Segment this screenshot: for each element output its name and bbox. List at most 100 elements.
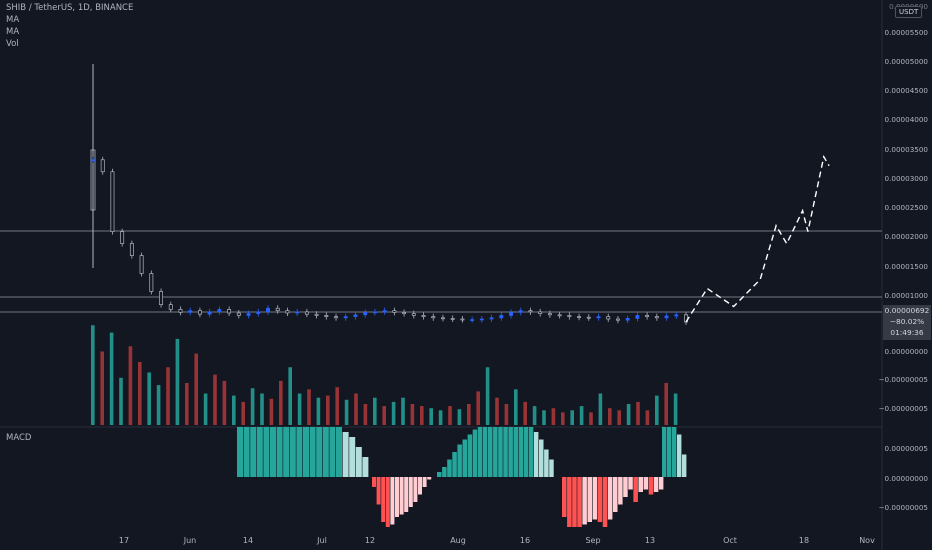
candle-body <box>460 318 465 321</box>
projection-path[interactable] <box>685 154 830 323</box>
candle-body <box>479 318 484 321</box>
volume-bar <box>570 410 574 425</box>
candle-body <box>402 312 407 314</box>
volume-bar <box>410 404 415 425</box>
last-price-label: 0.00000692 −80.02% 01:49:36 <box>883 305 931 340</box>
x-tick: Aug <box>450 536 466 545</box>
macd-bar <box>672 427 677 477</box>
volume-bar <box>269 398 274 425</box>
volume-bar <box>213 374 217 425</box>
indicator-macd[interactable]: MACD <box>6 433 32 443</box>
volume-bar <box>485 367 490 425</box>
volume-bar <box>279 380 283 425</box>
candle-body <box>295 311 300 314</box>
volume-bar <box>664 383 668 425</box>
macd-bar <box>437 472 442 477</box>
volume-bar <box>551 408 556 425</box>
volume-bar <box>109 332 114 425</box>
volume-bar <box>326 395 330 425</box>
horizontal-lines[interactable] <box>0 230 882 313</box>
macd-bar <box>587 477 592 522</box>
volume-bar <box>391 401 396 425</box>
macd-bar <box>237 427 243 477</box>
y-tick-vol: 0.00000000 <box>884 347 928 356</box>
macd-bar <box>488 427 493 477</box>
volume-bar <box>673 393 678 425</box>
candle-body <box>664 315 669 319</box>
candle-body <box>674 314 679 317</box>
candle-body <box>197 310 202 315</box>
y-tick: 0.00001500 <box>884 262 928 271</box>
candle-body <box>120 231 125 244</box>
price-axis[interactable]: 0.0000600 0.00005500 0.00005000 0.000045… <box>879 0 932 550</box>
macd-bar <box>628 477 633 490</box>
candle-body <box>324 315 329 317</box>
macd-bar <box>539 439 544 477</box>
macd-histogram <box>237 427 687 527</box>
macd-bar <box>283 427 290 477</box>
candle-body <box>392 310 397 313</box>
quote-currency-badge[interactable]: USDT <box>895 6 923 18</box>
volume-bar <box>185 383 189 425</box>
macd-bar <box>250 427 257 477</box>
volume-bar <box>166 367 170 425</box>
macd-bar <box>613 477 618 512</box>
volume-bar <box>138 362 142 425</box>
macd-bar <box>658 477 664 490</box>
macd-bar <box>643 477 649 490</box>
indicator-ma-2[interactable]: MA <box>6 27 20 37</box>
macd-bar <box>342 432 349 477</box>
y-tick: 0.00001000 <box>884 291 928 300</box>
macd-bar <box>276 427 283 477</box>
indicator-vol[interactable]: Vol <box>6 39 19 49</box>
candle-body <box>285 310 290 314</box>
candle-body <box>441 317 445 320</box>
macd-bar <box>498 427 503 477</box>
macd-bar <box>303 427 309 477</box>
volume-bar <box>655 395 659 425</box>
candle-body <box>586 316 591 319</box>
volume-bar <box>617 410 621 425</box>
candle-body <box>654 316 659 319</box>
volume-bar <box>495 397 499 425</box>
volume-bar <box>156 385 161 425</box>
indicator-ma-1[interactable]: MA <box>6 15 20 25</box>
macd-bar <box>602 477 608 527</box>
volume-bar <box>476 391 480 425</box>
y-tick: 0.00005500 <box>884 28 928 37</box>
volume-bar <box>147 372 151 425</box>
candle-body <box>509 312 513 316</box>
macd-bar <box>385 477 390 527</box>
macd-bar <box>309 427 316 477</box>
macd-bar <box>648 477 654 495</box>
macd-bar <box>528 427 534 477</box>
macd-bar <box>677 434 682 477</box>
macd-bar <box>447 459 452 477</box>
macd-bar <box>355 447 362 477</box>
volume-bar <box>260 393 264 425</box>
x-tick: Oct <box>723 536 737 545</box>
chart-symbol-title[interactable]: SHIB / TetherUS, 1D, BINANCE <box>6 3 134 13</box>
macd-bar <box>462 439 467 477</box>
macd-bar <box>422 477 427 487</box>
candle-body <box>421 315 426 317</box>
candle-body <box>518 310 523 313</box>
macd-bar <box>582 477 587 525</box>
macd-bar <box>472 429 478 477</box>
candle-body <box>411 313 416 316</box>
volume-bar <box>307 389 311 425</box>
volume-bar <box>363 404 368 425</box>
volume-bar <box>128 346 133 425</box>
volume-bar <box>514 389 518 425</box>
macd-bar <box>349 437 356 477</box>
macd-bar <box>638 477 643 492</box>
candle-body <box>314 313 319 316</box>
volume-bar <box>420 406 424 425</box>
macd-bar <box>362 457 369 477</box>
macd-bar <box>408 477 413 507</box>
macd-bar <box>316 427 323 477</box>
macd-bar <box>442 467 447 477</box>
candle-body <box>159 291 163 305</box>
macd-bar <box>418 477 422 495</box>
